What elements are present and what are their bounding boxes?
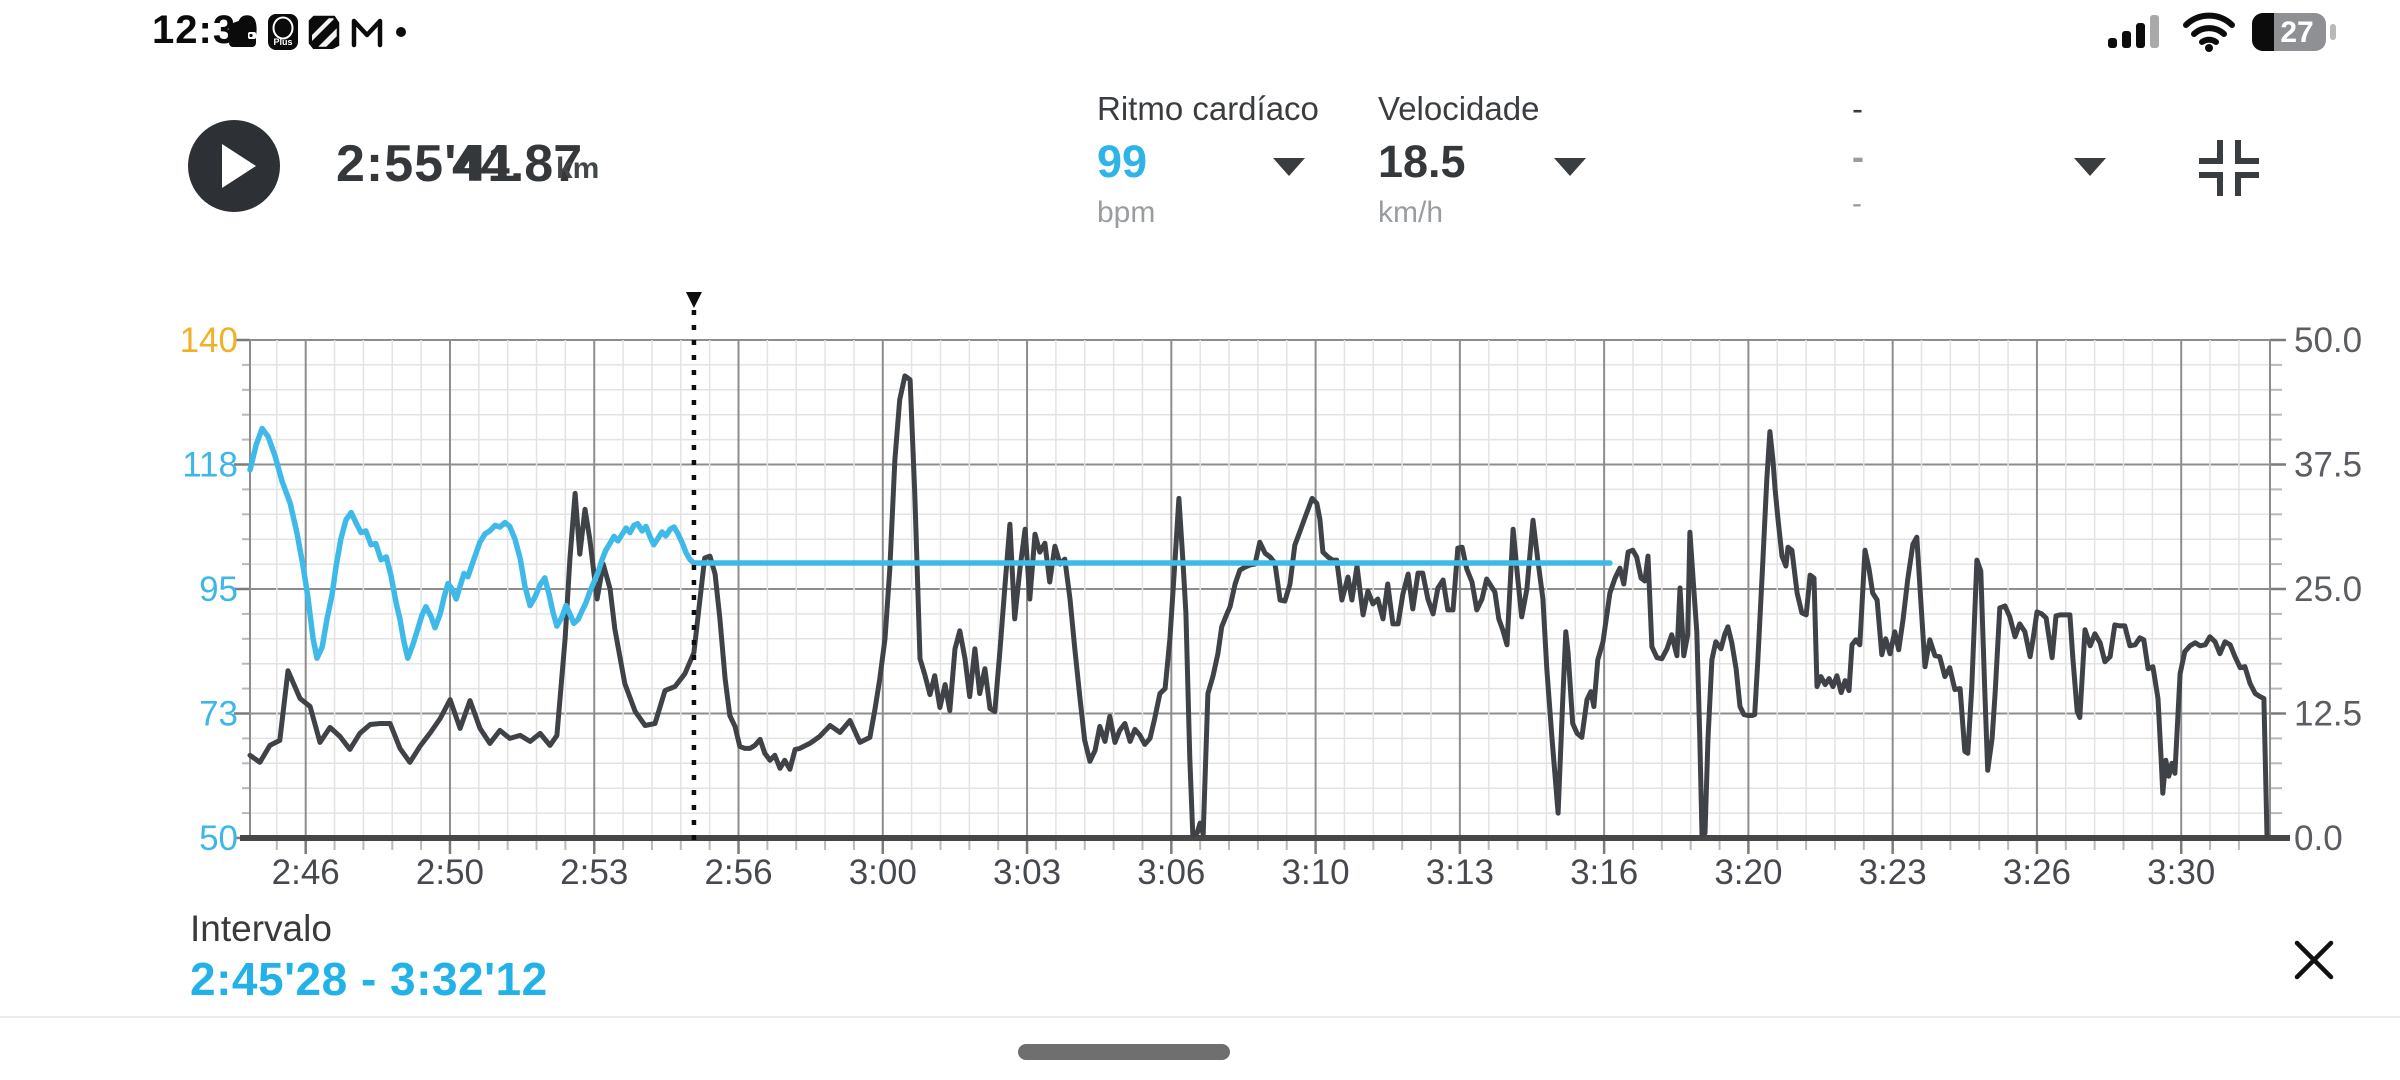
signal-icon: [2108, 12, 2166, 57]
play-icon: [221, 144, 256, 188]
stripes-app-icon: [308, 15, 340, 54]
svg-text:3:06: 3:06: [1137, 853, 1205, 892]
notification-dot: [394, 15, 408, 54]
svg-text:37.5: 37.5: [2294, 446, 2362, 485]
metric-value: 18.5: [1378, 136, 1466, 187]
metric-selector-empty[interactable]: - - -: [1852, 92, 2112, 232]
svg-text:73: 73: [199, 695, 238, 734]
chevron-down-icon[interactable]: [2074, 158, 2106, 176]
svg-text:3:23: 3:23: [1859, 853, 1927, 892]
exit-fullscreen-icon[interactable]: [2196, 136, 2262, 205]
svg-text:3:03: 3:03: [993, 853, 1061, 892]
chevron-down-icon[interactable]: [1273, 158, 1305, 176]
svg-text:118: 118: [182, 446, 238, 485]
svg-text:2:53: 2:53: [560, 853, 628, 892]
activity-chart[interactable]: 2:46 2:50 2:53 2:56 3:00 3:03 3:06 3:10 3:13 3:16…: [0, 280, 2400, 940]
gmail-icon: [350, 15, 384, 54]
svg-text:3:16: 3:16: [1570, 853, 1638, 892]
metric-label: -: [1852, 90, 1863, 127]
status-app-icons: Plus: [228, 14, 408, 55]
metric-value: -: [1852, 136, 1864, 177]
close-icon[interactable]: [2288, 934, 2340, 986]
svg-text:50: 50: [199, 819, 238, 858]
bottom-divider: [0, 1016, 2400, 1018]
svg-text:3:00: 3:00: [849, 853, 917, 892]
lidl-plus-icon: Plus: [268, 14, 298, 55]
metric-unit: bpm: [1097, 196, 1156, 229]
wifi-icon: [2182, 12, 2236, 57]
svg-text:0.0: 0.0: [2294, 819, 2343, 858]
metric-label: Ritmo cardíaco: [1097, 90, 1319, 127]
metric-selector-speed[interactable]: Velocidade 18.5 km/h: [1378, 92, 1608, 232]
svg-text:3:30: 3:30: [2147, 853, 2215, 892]
cursor-marker: [685, 292, 702, 308]
battery-icon: 27: [2252, 12, 2336, 57]
activity-distance-unit: km: [556, 152, 600, 185]
home-indicator[interactable]: [1018, 1044, 1230, 1060]
metric-label: Velocidade: [1378, 90, 1540, 127]
svg-text:2:46: 2:46: [272, 853, 340, 892]
metric-unit: km/h: [1378, 196, 1444, 229]
metric-unit: -: [1852, 187, 1862, 220]
play-button[interactable]: [188, 120, 280, 212]
svg-text:3:13: 3:13: [1426, 853, 1494, 892]
svg-text:Plus: Plus: [273, 37, 292, 47]
interval-label: Intervalo: [190, 908, 332, 949]
svg-text:50.0: 50.0: [2294, 321, 2362, 360]
svg-text:2:50: 2:50: [416, 853, 484, 892]
battery-percent: 27: [2280, 16, 2313, 49]
status-system-icons: 27: [2108, 12, 2336, 57]
chevron-down-icon[interactable]: [1554, 158, 1586, 176]
svg-text:3:26: 3:26: [2003, 853, 2071, 892]
svg-text:2:56: 2:56: [704, 853, 772, 892]
svg-text:95: 95: [199, 570, 238, 609]
svg-text:12.5: 12.5: [2294, 695, 2362, 734]
svg-text:3:20: 3:20: [1714, 853, 1782, 892]
activity-duration: 2:55'41: [336, 135, 518, 193]
interval-range: 2:45'28 - 3:32'12: [190, 953, 548, 1005]
metric-selector-heart-rate[interactable]: Ritmo cardíaco 99 bpm: [1097, 92, 1327, 232]
svg-text:25.0: 25.0: [2294, 570, 2362, 609]
svg-text:3:10: 3:10: [1282, 853, 1350, 892]
wallet-icon: [228, 15, 258, 54]
activity-distance: 44.87: [452, 135, 583, 193]
metric-value: 99: [1097, 136, 1148, 187]
svg-text:140: 140: [180, 321, 238, 360]
